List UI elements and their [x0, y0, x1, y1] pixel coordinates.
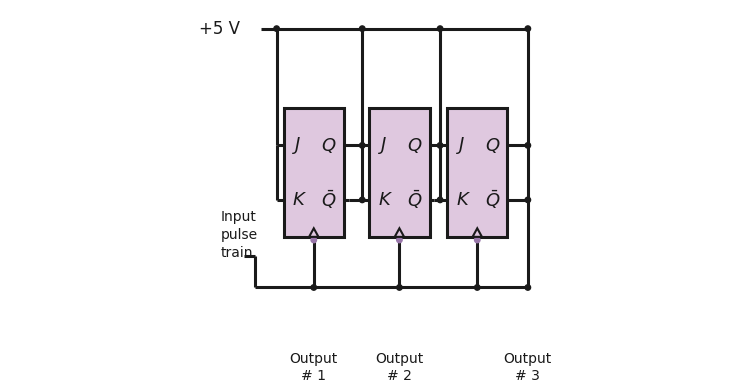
- Circle shape: [525, 143, 531, 148]
- Bar: [447, 109, 507, 237]
- Text: $K$: $K$: [292, 191, 307, 209]
- Circle shape: [475, 237, 480, 243]
- Text: $K$: $K$: [456, 191, 471, 209]
- Text: $Q$: $Q$: [321, 136, 337, 155]
- Text: $\bar{Q}$: $\bar{Q}$: [407, 189, 423, 211]
- Text: $J$: $J$: [378, 135, 388, 156]
- Text: Input
pulse
train: Input pulse train: [220, 209, 258, 260]
- Text: Output
# 1: Output # 1: [290, 352, 338, 383]
- Circle shape: [360, 197, 365, 203]
- Bar: [284, 109, 344, 237]
- Text: Output
# 3: Output # 3: [503, 352, 552, 383]
- Text: $K$: $K$: [378, 191, 393, 209]
- Circle shape: [274, 26, 279, 31]
- Text: $J$: $J$: [456, 135, 466, 156]
- Circle shape: [311, 237, 317, 243]
- Text: +5 V: +5 V: [199, 20, 240, 38]
- Circle shape: [397, 237, 402, 243]
- Circle shape: [360, 26, 365, 31]
- Circle shape: [438, 26, 443, 31]
- Text: $Q$: $Q$: [485, 136, 500, 155]
- Circle shape: [525, 26, 531, 31]
- Circle shape: [525, 197, 531, 203]
- Circle shape: [438, 197, 443, 203]
- Text: Output
# 2: Output # 2: [375, 352, 423, 383]
- Circle shape: [397, 285, 402, 290]
- Text: $J$: $J$: [292, 135, 302, 156]
- Circle shape: [438, 143, 443, 148]
- Circle shape: [475, 285, 480, 290]
- Circle shape: [311, 285, 317, 290]
- Text: $\bar{Q}$: $\bar{Q}$: [485, 189, 500, 211]
- Text: $\bar{Q}$: $\bar{Q}$: [321, 189, 337, 211]
- Circle shape: [360, 143, 365, 148]
- Text: $Q$: $Q$: [407, 136, 423, 155]
- Circle shape: [525, 285, 531, 290]
- Bar: [369, 109, 429, 237]
